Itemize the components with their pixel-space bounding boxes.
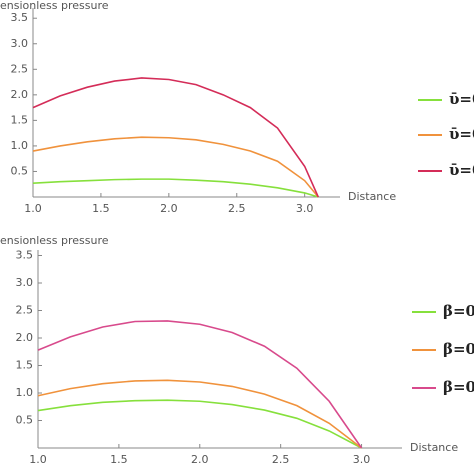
legend-label: ῡ=0: [449, 161, 474, 179]
y-tick-label: 2.5: [11, 62, 29, 75]
y-tick-label: 0.5: [16, 414, 34, 427]
x-tick-label: 2.5: [228, 202, 246, 215]
series-line: [37, 320, 363, 449]
x-tick-label: 1.5: [110, 453, 128, 466]
y-axis-label: ensionless pressure: [0, 234, 109, 247]
y-tick-label: 1.5: [16, 359, 34, 372]
legend-label: ῡ=0: [449, 125, 474, 143]
y-tick-label: 0.5: [11, 164, 29, 177]
series-line: [37, 399, 362, 449]
legend-label: β=0: [443, 340, 474, 358]
y-tick-label: 1.0: [11, 139, 29, 152]
x-tick-label: 2.5: [272, 453, 290, 466]
x-tick-label: 2.0: [191, 453, 209, 466]
legend-label: β=0: [443, 302, 474, 320]
x-tick-label: 2.0: [160, 202, 178, 215]
x-tick-label: 1.5: [92, 202, 110, 215]
series-line: [32, 77, 319, 198]
series-line: [37, 379, 363, 449]
y-tick-label: 2.0: [16, 331, 34, 344]
x-axis-label: Distance: [410, 441, 458, 454]
series-line: [32, 178, 319, 198]
y-tick-label: 1.5: [11, 113, 29, 126]
y-tick-label: 3.5: [11, 11, 29, 24]
y-tick-label: 3.5: [16, 249, 34, 262]
y-tick-label: 1.0: [16, 386, 34, 399]
x-tick-label: 1.0: [29, 453, 47, 466]
y-tick-label: 2.0: [11, 88, 29, 101]
x-axis-label: Distance: [348, 190, 396, 203]
x-tick-label: 3.0: [353, 453, 371, 466]
y-tick-label: 2.5: [16, 304, 34, 317]
y-tick-label: 3.0: [16, 276, 34, 289]
legend-label: ῡ=0: [449, 90, 474, 108]
series-line: [32, 136, 319, 198]
x-tick-label: 3.0: [296, 202, 314, 215]
y-axis-label: ensionless pressure: [0, 0, 109, 12]
y-tick-label: 3.0: [11, 37, 29, 50]
x-tick-label: 1.0: [24, 202, 42, 215]
legend-label: β=0: [443, 378, 474, 396]
